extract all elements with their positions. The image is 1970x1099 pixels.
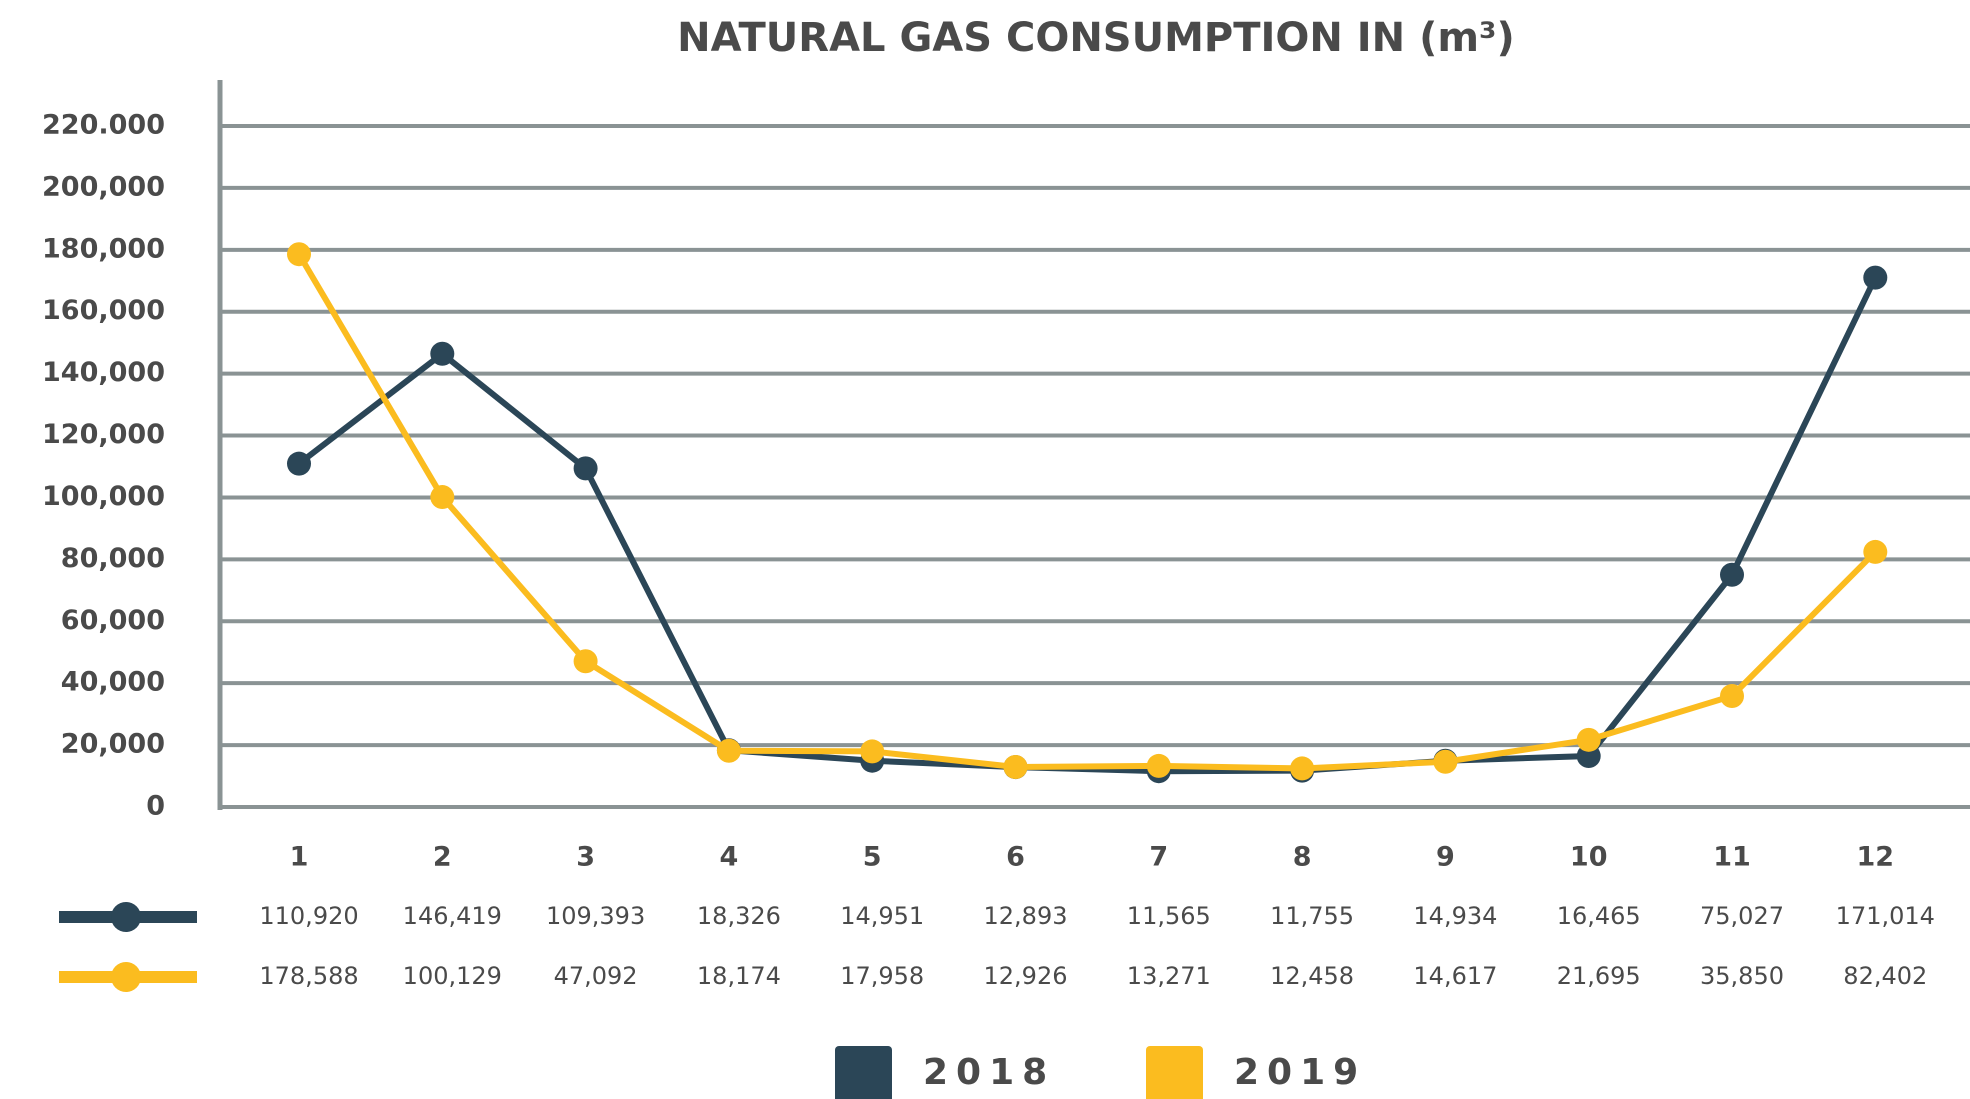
y-tick-label: 60,000 [61, 605, 165, 636]
x-tick-label: 1 [290, 842, 309, 873]
y-tick-label: 100,000 [42, 481, 165, 512]
y-tick-label: 220.000 [42, 110, 165, 141]
data-point [1720, 562, 1744, 587]
x-tick-label: 10 [1570, 842, 1608, 873]
legend-swatch [835, 1046, 892, 1099]
data-point [1433, 749, 1458, 774]
data-point [1290, 756, 1315, 781]
value-label: 18,174 [697, 962, 781, 990]
value-label: 16,465 [1557, 902, 1641, 930]
series-line [297, 276, 1879, 775]
x-tick-label: 3 [576, 842, 595, 873]
x-tick-label: 4 [720, 842, 739, 873]
value-label: 109,393 [546, 902, 645, 930]
x-tick-label: 11 [1713, 842, 1751, 873]
x-tick-label: 6 [1006, 842, 1025, 873]
table-legend-dot [111, 902, 141, 932]
legend-label: 2018 [923, 1052, 1055, 1093]
legend-label: 2019 [1234, 1052, 1366, 1093]
value-label: 11,565 [1127, 902, 1211, 930]
y-tick-label: 120,000 [42, 419, 165, 450]
value-label: 100,129 [403, 962, 502, 990]
x-tick-label: 5 [863, 842, 882, 873]
x-tick-label: 8 [1293, 842, 1312, 873]
data-point [430, 485, 455, 510]
value-label: 11,755 [1270, 902, 1354, 930]
value-label: 178,588 [259, 962, 358, 990]
x-tick-label: 9 [1436, 842, 1455, 873]
value-label: 110,920 [259, 902, 358, 930]
x-tick-label: 7 [1149, 842, 1168, 873]
x-tick-label: 12 [1857, 842, 1895, 873]
value-label: 14,951 [840, 902, 924, 930]
value-label: 171,014 [1836, 902, 1935, 930]
chart-title: NATURAL GAS CONSUMPTION IN (m³) [677, 15, 1515, 61]
value-label: 12,893 [984, 902, 1068, 930]
data-point [1863, 539, 1888, 564]
value-label: 82,402 [1843, 962, 1927, 990]
y-tick-label: 0 [146, 791, 165, 822]
value-label: 17,958 [840, 962, 924, 990]
data-point [287, 242, 311, 267]
x-tick-label: 2 [433, 842, 452, 873]
data-point [1003, 754, 1028, 779]
value-label: 146,419 [403, 902, 502, 930]
y-tick-label: 160,000 [42, 295, 165, 326]
data-point [430, 341, 455, 366]
data-point [860, 739, 885, 764]
y-tick-label: 40,000 [61, 667, 165, 698]
y-tick-label: 20,000 [61, 729, 165, 760]
data-point [716, 738, 741, 763]
value-label: 75,027 [1700, 902, 1784, 930]
data-point [573, 456, 598, 481]
value-label: 35,850 [1700, 962, 1784, 990]
value-label: 14,934 [1413, 902, 1497, 930]
y-tick-label: 80,000 [61, 543, 165, 574]
value-label: 14,617 [1413, 962, 1497, 990]
legend-swatch [1146, 1046, 1203, 1099]
value-label: 21,695 [1557, 962, 1641, 990]
value-label: 18,326 [697, 902, 781, 930]
y-tick-label: 140,000 [42, 357, 165, 388]
data-point [287, 451, 311, 476]
data-point [1720, 684, 1744, 709]
value-label: 12,926 [984, 962, 1068, 990]
y-tick-label: 200,000 [42, 171, 165, 202]
data-point [1863, 265, 1888, 290]
series-line [296, 252, 1878, 772]
data-point [573, 649, 598, 674]
y-tick-label: 180,000 [42, 233, 165, 264]
data-point [1146, 753, 1171, 778]
value-label: 47,092 [554, 962, 638, 990]
table-legend-dot [111, 962, 141, 992]
value-label: 13,271 [1127, 962, 1211, 990]
data-point [1576, 727, 1601, 752]
value-label: 12,458 [1270, 962, 1354, 990]
